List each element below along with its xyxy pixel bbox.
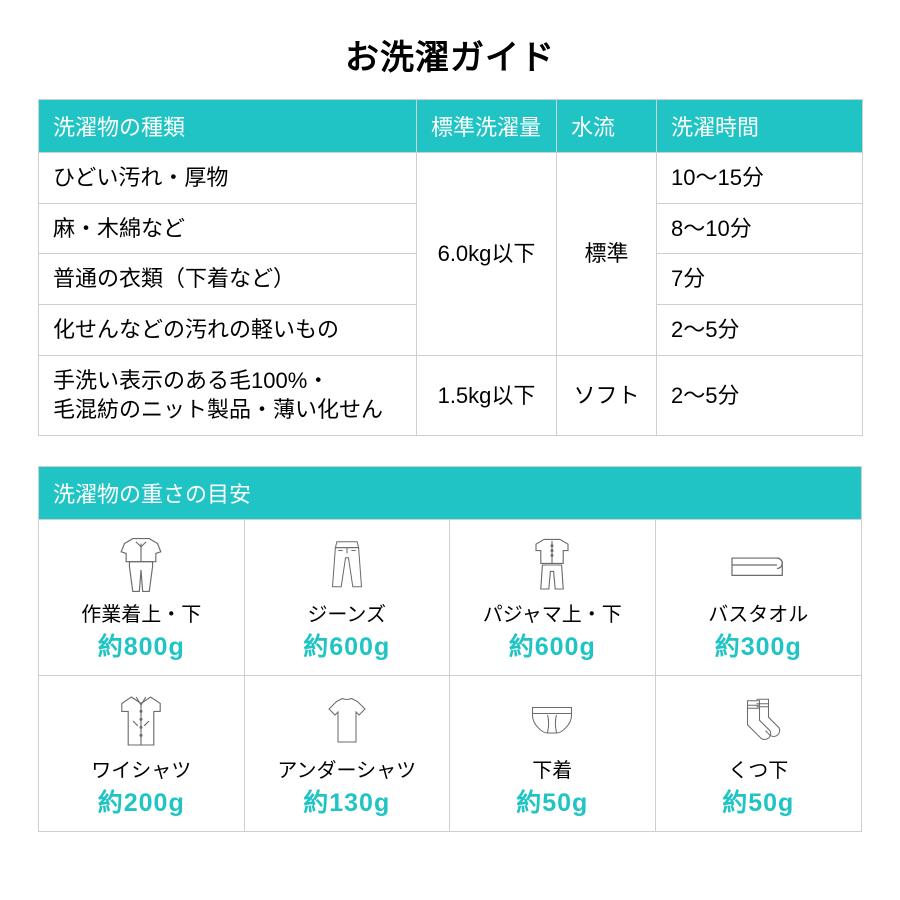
weight-item-value: 約50g [662,783,856,819]
weight-item: くつ下約50g [656,675,862,831]
towel-icon [718,539,798,591]
underwear-icon-wrap [456,686,649,756]
pajama-icon-wrap [456,530,649,600]
cell-flow: ソフト [557,355,657,435]
weight-item-value: 約600g [456,627,649,663]
cell-type: 普通の衣類（下着など） [39,254,417,305]
cell-type: 手洗い表示のある毛100%・ 毛混紡のニット製品・薄い化せん [39,355,417,435]
weight-section: 洗濯物の重さの目安 作業着上・下約800g ジーンズ約600g パジャマ上・下約… [38,466,862,832]
weight-item: アンダーシャツ約130g [245,675,451,831]
jeans-icon-wrap [251,530,444,600]
weight-item-label: 下着 [456,760,649,783]
weight-item: ジーンズ約600g [245,519,451,675]
th-flow: 水流 [557,100,657,153]
table-row: ひどい汚れ・厚物 6.0kg以下 標準 10〜15分 [39,153,863,204]
weight-item: 下着約50g [450,675,656,831]
weight-item-value: 約200g [45,783,238,819]
cell-type: 麻・木綿など [39,203,417,254]
weight-item-value: 約800g [45,627,238,663]
weight-item-label: バスタオル [662,604,856,627]
weight-item-label: ジーンズ [251,604,444,627]
tshirt-icon [315,691,379,751]
cell-time: 7分 [657,254,863,305]
jeans-icon [318,532,376,598]
cell-amount: 1.5kg以下 [417,355,557,435]
towel-icon-wrap [662,530,856,600]
dressshirt-icon-wrap [45,686,238,756]
page-title: お洗濯ガイド [38,30,862,79]
socks-icon-wrap [662,686,856,756]
worksuit-icon [108,532,174,598]
cell-time: 10〜15分 [657,153,863,204]
cell-time: 2〜5分 [657,355,863,435]
weight-item-value: 約50g [456,783,649,819]
weight-item-value: 約600g [251,627,444,663]
weight-item: パジャマ上・下約600g [450,519,656,675]
cell-type: 化せんなどの汚れの軽いもの [39,305,417,356]
cell-time: 2〜5分 [657,305,863,356]
weight-item-label: アンダーシャツ [251,760,444,783]
weight-item-label: パジャマ上・下 [456,604,649,627]
cell-flow: 標準 [557,153,657,356]
table-row: 手洗い表示のある毛100%・ 毛混紡のニット製品・薄い化せん 1.5kg以下 ソ… [39,355,863,435]
laundry-guide-table: 洗濯物の種類 標準洗濯量 水流 洗濯時間 ひどい汚れ・厚物 6.0kg以下 標準… [38,99,863,436]
weight-item: バスタオル約300g [656,519,862,675]
weight-item-value: 約300g [662,627,856,663]
socks-icon [728,693,788,749]
cell-type: ひどい汚れ・厚物 [39,153,417,204]
dressshirt-icon [109,688,173,754]
tshirt-icon-wrap [251,686,444,756]
th-type: 洗濯物の種類 [39,100,417,153]
weight-item-value: 約130g [251,783,444,819]
th-time: 洗濯時間 [657,100,863,153]
th-amount: 標準洗濯量 [417,100,557,153]
underwear-icon [522,696,582,746]
weight-section-header: 洗濯物の重さの目安 [39,467,861,519]
weight-item-label: くつ下 [662,760,856,783]
weight-item: ワイシャツ約200g [39,675,245,831]
weight-item-label: ワイシャツ [45,760,238,783]
cell-time: 8〜10分 [657,203,863,254]
pajama-icon [520,532,584,598]
cell-amount: 6.0kg以下 [417,153,557,356]
weight-item-label: 作業着上・下 [45,604,238,627]
worksuit-icon-wrap [45,530,238,600]
weight-item: 作業着上・下約800g [39,519,245,675]
